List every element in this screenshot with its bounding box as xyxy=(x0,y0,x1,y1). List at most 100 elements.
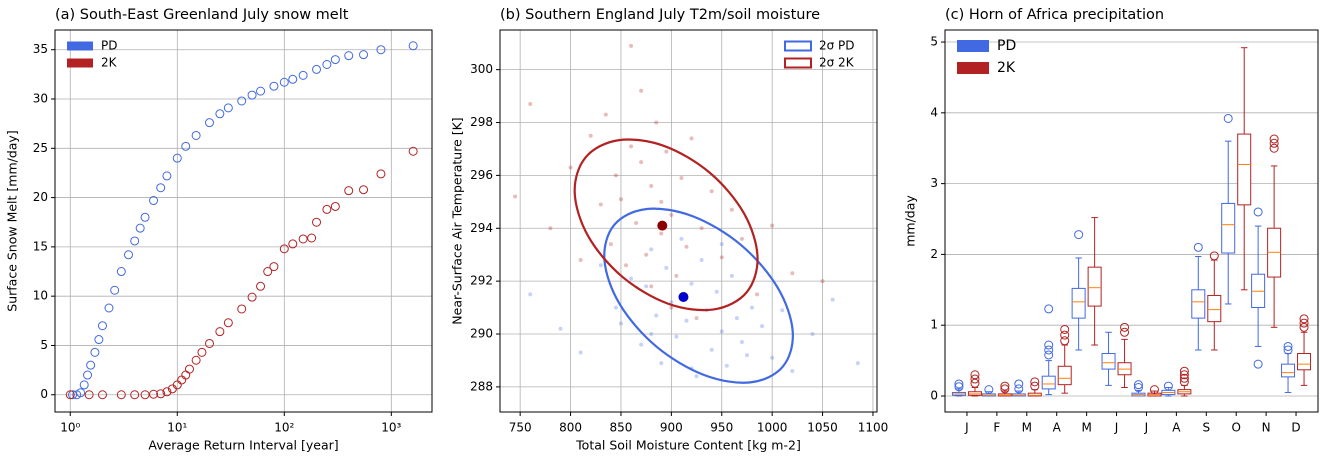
legend-patch xyxy=(784,57,812,69)
x-tick-label: 10³ xyxy=(381,421,401,435)
point xyxy=(674,273,679,278)
box xyxy=(1041,375,1056,390)
point xyxy=(790,271,795,276)
flier xyxy=(1283,345,1293,355)
x-tick-label: 800 xyxy=(559,421,582,435)
point xyxy=(237,96,247,106)
point xyxy=(649,284,654,289)
legend-label: 2σ 2K xyxy=(819,56,855,70)
point xyxy=(135,223,145,233)
point xyxy=(204,338,214,348)
flier xyxy=(1044,340,1054,350)
point xyxy=(790,369,795,374)
legend-label: PD xyxy=(997,38,1016,54)
point xyxy=(659,361,664,366)
legend-label: 2K xyxy=(101,56,118,70)
point xyxy=(639,160,644,165)
point xyxy=(110,285,120,295)
point xyxy=(598,263,603,268)
mean-point xyxy=(678,292,689,303)
point xyxy=(770,355,775,360)
point xyxy=(734,316,739,321)
y-axis-label: Near-Surface Air Temperature [K] xyxy=(450,117,465,324)
point xyxy=(598,202,603,207)
point xyxy=(664,149,669,154)
x-tick-label: 900 xyxy=(660,421,683,435)
flier xyxy=(1299,318,1309,328)
point xyxy=(750,305,755,310)
flier xyxy=(1060,330,1070,340)
point xyxy=(729,207,734,212)
point xyxy=(65,390,75,400)
point xyxy=(644,252,649,257)
flier xyxy=(1253,207,1263,217)
point xyxy=(709,347,714,352)
flier xyxy=(1000,384,1010,394)
point xyxy=(679,176,684,181)
x-tick-label: M xyxy=(1022,421,1032,435)
point xyxy=(181,370,191,380)
point xyxy=(694,374,699,379)
flier xyxy=(954,379,964,389)
point xyxy=(664,265,669,270)
flier xyxy=(1179,373,1189,383)
y-tick-label: 25 xyxy=(33,141,48,155)
point xyxy=(513,194,518,199)
point xyxy=(104,303,114,313)
y-tick-label: 20 xyxy=(33,190,48,204)
axes-frame xyxy=(499,29,878,413)
point xyxy=(669,300,674,305)
y-tick-label: 298 xyxy=(470,115,493,129)
point xyxy=(780,308,785,313)
x-tick-label: 10⁰ xyxy=(60,421,80,435)
flier xyxy=(1014,379,1024,389)
point xyxy=(719,255,724,260)
point xyxy=(684,318,689,323)
flier xyxy=(970,370,980,380)
mean-point xyxy=(657,220,668,231)
point xyxy=(156,183,166,193)
box xyxy=(1237,133,1252,206)
plot-area xyxy=(951,47,1312,397)
point xyxy=(639,88,644,93)
point xyxy=(659,231,664,236)
x-tick-label: J xyxy=(964,421,969,435)
flier xyxy=(1269,138,1279,148)
point xyxy=(204,118,214,128)
point xyxy=(618,321,623,326)
x-tick-label: A xyxy=(1053,421,1062,435)
point xyxy=(215,327,225,337)
point xyxy=(578,350,583,355)
point xyxy=(719,242,724,247)
flier xyxy=(1193,242,1203,252)
point xyxy=(629,144,634,149)
point xyxy=(307,233,317,243)
y-tick-label: 5 xyxy=(40,338,48,352)
flier xyxy=(1060,324,1070,334)
point xyxy=(629,43,634,48)
legend-patch xyxy=(67,58,93,68)
x-tick-label: D xyxy=(1291,421,1300,435)
x-tick-label: 850 xyxy=(610,421,633,435)
x-tick-label: F xyxy=(993,421,1000,435)
ellipse xyxy=(603,207,794,384)
x-tick-label: J xyxy=(1114,421,1119,435)
point xyxy=(669,305,674,310)
point xyxy=(376,169,386,179)
plot-area xyxy=(513,43,860,384)
legend-patch xyxy=(784,40,812,52)
point xyxy=(97,321,107,331)
point xyxy=(684,244,689,249)
point xyxy=(322,204,332,214)
point xyxy=(312,64,322,74)
point xyxy=(162,387,172,397)
flier xyxy=(1283,341,1293,351)
point xyxy=(223,318,233,328)
legend-patch xyxy=(67,41,93,51)
y-tick-label: 288 xyxy=(470,379,493,393)
flier xyxy=(1163,381,1173,391)
point xyxy=(724,363,729,368)
y-tick-label: 296 xyxy=(470,168,493,182)
point xyxy=(298,70,308,80)
x-tick-label: A xyxy=(1172,421,1181,435)
